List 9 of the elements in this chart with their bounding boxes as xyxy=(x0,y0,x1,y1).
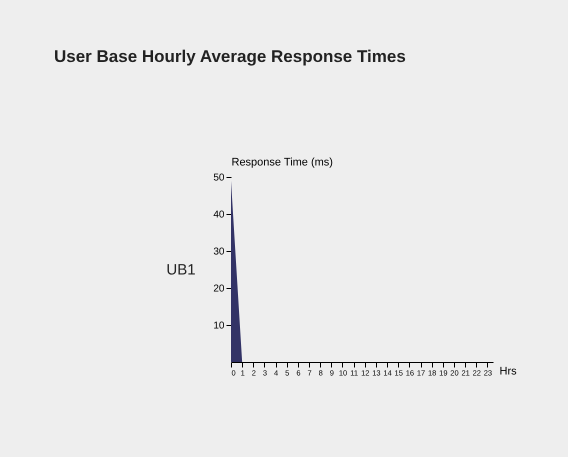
y-tick-label: 20 xyxy=(213,284,225,294)
x-axis-title: Hrs xyxy=(500,366,518,378)
chart-title: User Base Hourly Average Response Times xyxy=(54,47,406,66)
y-tick-label: 40 xyxy=(213,210,225,220)
y-tick-label: 10 xyxy=(213,320,225,332)
text: UB1 xyxy=(166,262,196,278)
y-tick-label: 50 xyxy=(213,172,225,184)
y-tick-label: 30 xyxy=(213,246,225,258)
y-axis-title: Response Time (ms) xyxy=(232,156,333,168)
